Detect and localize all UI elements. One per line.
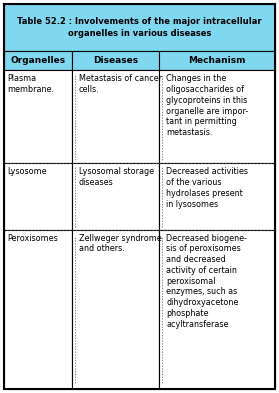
Text: Diseases: Diseases	[93, 56, 138, 65]
Text: Organelles: Organelles	[10, 56, 66, 65]
Text: Decreased biogene-
sis of peroxisomes
and decreased
activity of certain
peroxiso: Decreased biogene- sis of peroxisomes an…	[167, 234, 247, 329]
Text: Peroxisomes: Peroxisomes	[7, 234, 58, 243]
Bar	[159, 230, 275, 389]
Bar	[4, 4, 275, 51]
Text: Mechanism: Mechanism	[188, 56, 246, 65]
Text: Decreased activities
of the various
hydrolases present
in lysosomes: Decreased activities of the various hydr…	[167, 167, 248, 209]
Bar	[72, 51, 159, 70]
Bar	[4, 163, 72, 230]
Bar	[159, 51, 275, 70]
Text: Changes in the
oligosaccharides of
glycoproteins in this
organelle are impor-
ta: Changes in the oligosaccharides of glyco…	[167, 74, 249, 137]
Bar	[4, 230, 72, 389]
Bar	[72, 70, 159, 163]
Bar	[4, 51, 72, 70]
Bar	[72, 230, 159, 389]
Text: Lysosome: Lysosome	[7, 167, 47, 176]
Text: Metastasis of cancer
cells.: Metastasis of cancer cells.	[79, 74, 162, 94]
Bar	[159, 163, 275, 230]
Text: Zellweger syndrome
and others.: Zellweger syndrome and others.	[79, 234, 162, 253]
Bar	[4, 70, 72, 163]
Text: Plasma
membrane.: Plasma membrane.	[7, 74, 54, 94]
Bar	[72, 163, 159, 230]
Text: Lysosomal storage
diseases: Lysosomal storage diseases	[79, 167, 154, 187]
Text: Table 52.2 : Involvements of the major intracellular
organelles in various disea: Table 52.2 : Involvements of the major i…	[17, 17, 262, 37]
Bar	[159, 70, 275, 163]
